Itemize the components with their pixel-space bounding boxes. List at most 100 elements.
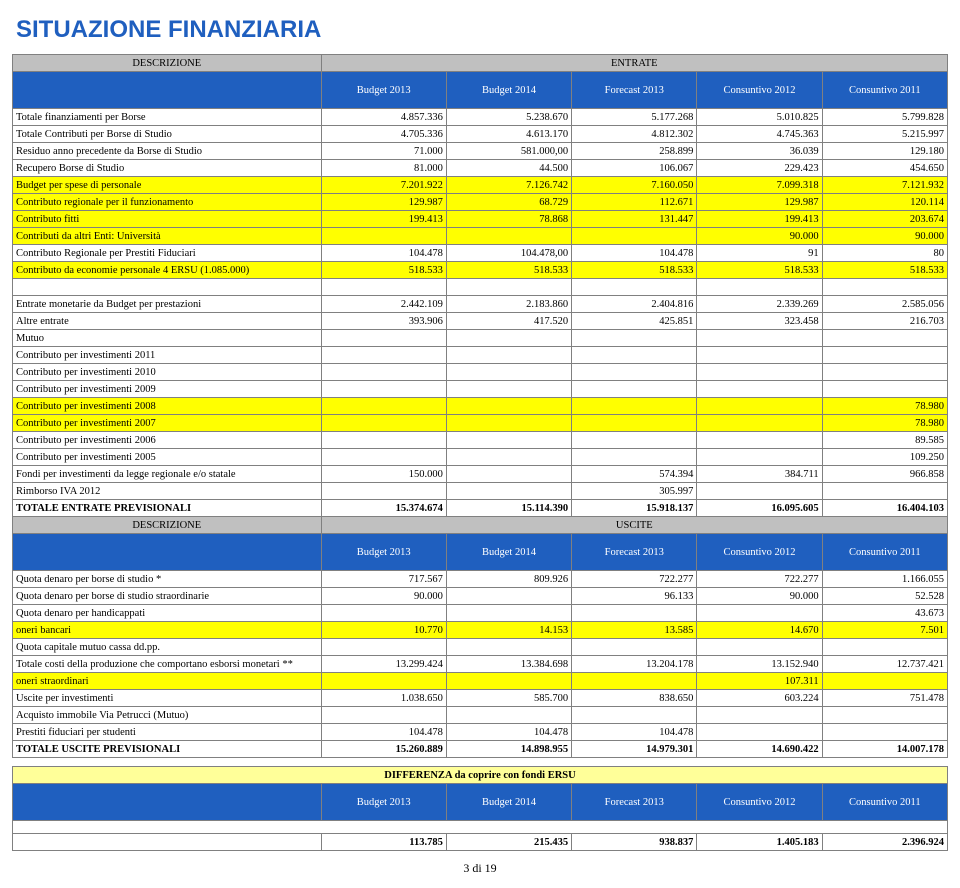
uscite-cell: 96.133 bbox=[572, 588, 697, 605]
entrate-row: Contributo fitti199.41378.868131.447199.… bbox=[13, 211, 948, 228]
uscite-cell: 13.204.178 bbox=[572, 656, 697, 673]
uscite-cell bbox=[697, 707, 822, 724]
entrate-desc: Fondi per investimenti da legge regional… bbox=[13, 466, 322, 483]
entrate-cell bbox=[321, 449, 446, 466]
entrate-cell bbox=[446, 415, 571, 432]
entrate-cell bbox=[572, 381, 697, 398]
uscite-cell bbox=[321, 707, 446, 724]
uscite-row: oneri straordinari107.311 bbox=[13, 673, 948, 690]
header-col1-2: Budget 2013 bbox=[321, 534, 446, 571]
uscite-desc: Acquisto immobile Via Petrucci (Mutuo) bbox=[13, 707, 322, 724]
entrate-row: Totale finanziamenti per Borse4.857.3365… bbox=[13, 109, 948, 126]
entrate-cell: 229.423 bbox=[697, 160, 822, 177]
entrate-cell: 216.703 bbox=[822, 313, 947, 330]
uscite-cell bbox=[446, 639, 571, 656]
entrate-cell bbox=[321, 381, 446, 398]
entrate-desc: Contributo Regionale per Prestiti Fiduci… bbox=[13, 245, 322, 262]
entrate-cell: 150.000 bbox=[321, 466, 446, 483]
entrate-cell: 109.250 bbox=[822, 449, 947, 466]
entrate-cell: 71.000 bbox=[321, 143, 446, 160]
uscite-cell: 107.311 bbox=[697, 673, 822, 690]
entrate-desc bbox=[13, 279, 322, 296]
entrate-desc: Contributo per investimenti 2007 bbox=[13, 415, 322, 432]
entrate-cell: 425.851 bbox=[572, 313, 697, 330]
financial-table: DESCRIZIONE ENTRATE Budget 2013 Budget 2… bbox=[12, 54, 948, 851]
header-row-2: Budget 2013 Budget 2014 Forecast 2013 Co… bbox=[13, 72, 948, 109]
entrate-cell: 15.918.137 bbox=[572, 500, 697, 517]
header-col1: Budget 2013 bbox=[321, 72, 446, 109]
entrate-cell: 5.177.268 bbox=[572, 109, 697, 126]
uscite-cell: 14.690.422 bbox=[697, 741, 822, 758]
entrate-cell: 78.868 bbox=[446, 211, 571, 228]
uscite-cell: 52.528 bbox=[822, 588, 947, 605]
entrate-cell bbox=[446, 466, 571, 483]
entrate-cell: 131.447 bbox=[572, 211, 697, 228]
entrate-cell: 384.711 bbox=[697, 466, 822, 483]
uscite-cell bbox=[572, 639, 697, 656]
entrate-cell bbox=[697, 415, 822, 432]
entrate-row: Contributo per investimenti 2010 bbox=[13, 364, 948, 381]
header-uscite: USCITE bbox=[321, 517, 947, 534]
entrate-row: Contributo regionale per il funzionament… bbox=[13, 194, 948, 211]
entrate-desc: Residuo anno precedente da Borse di Stud… bbox=[13, 143, 322, 160]
diff-header-row: DIFFERENZA da coprire con fondi ERSU bbox=[13, 767, 948, 784]
diff-col4: Consuntivo 2012 bbox=[697, 784, 822, 821]
header-col4: Consuntivo 2012 bbox=[697, 72, 822, 109]
entrate-desc: Contributo fitti bbox=[13, 211, 322, 228]
entrate-cell: 393.906 bbox=[321, 313, 446, 330]
uscite-cell: 104.478 bbox=[572, 724, 697, 741]
entrate-cell bbox=[572, 364, 697, 381]
header-blank bbox=[13, 72, 322, 109]
uscite-desc: Prestiti fiduciari per studenti bbox=[13, 724, 322, 741]
uscite-cell: 13.585 bbox=[572, 622, 697, 639]
entrate-cell: 16.095.605 bbox=[697, 500, 822, 517]
uscite-cell: 13.299.424 bbox=[321, 656, 446, 673]
header-col2-2: Budget 2014 bbox=[446, 534, 571, 571]
uscite-desc: Uscite per investimenti bbox=[13, 690, 322, 707]
entrate-row: Entrate monetarie da Budget per prestazi… bbox=[13, 296, 948, 313]
entrate-desc: Contributo per investimenti 2009 bbox=[13, 381, 322, 398]
uscite-row: TOTALE USCITE PREVISIONALI15.260.88914.8… bbox=[13, 741, 948, 758]
entrate-desc: Contributo per investimenti 2010 bbox=[13, 364, 322, 381]
uscite-cell bbox=[697, 724, 822, 741]
uscite-cell bbox=[822, 707, 947, 724]
entrate-cell: 104.478 bbox=[572, 245, 697, 262]
uscite-cell: 838.650 bbox=[572, 690, 697, 707]
uscite-desc: Quota denaro per handicappati bbox=[13, 605, 322, 622]
uscite-row: Acquisto immobile Via Petrucci (Mutuo) bbox=[13, 707, 948, 724]
entrate-cell bbox=[321, 432, 446, 449]
diff-desc-cell bbox=[13, 834, 322, 851]
entrate-cell bbox=[572, 432, 697, 449]
header-descrizione: DESCRIZIONE bbox=[13, 55, 322, 72]
entrate-cell: 199.413 bbox=[697, 211, 822, 228]
entrate-cell: 5.215.997 bbox=[822, 126, 947, 143]
entrate-cell: 129.180 bbox=[822, 143, 947, 160]
entrate-cell bbox=[446, 347, 571, 364]
entrate-cell: 104.478,00 bbox=[446, 245, 571, 262]
uscite-row: Quota denaro per borse di studio straord… bbox=[13, 588, 948, 605]
entrate-desc: Rimborso IVA 2012 bbox=[13, 483, 322, 500]
entrate-cell: 15.114.390 bbox=[446, 500, 571, 517]
entrate-cell bbox=[697, 398, 822, 415]
uscite-cell bbox=[321, 673, 446, 690]
uscite-cell bbox=[446, 707, 571, 724]
header-col5-2: Consuntivo 2011 bbox=[822, 534, 947, 571]
entrate-desc: Mutuo bbox=[13, 330, 322, 347]
entrate-cell: 78.980 bbox=[822, 415, 947, 432]
entrate-cell: 518.533 bbox=[822, 262, 947, 279]
uscite-cell: 585.700 bbox=[446, 690, 571, 707]
uscite-cell: 1.038.650 bbox=[321, 690, 446, 707]
entrate-cell bbox=[697, 347, 822, 364]
entrate-cell bbox=[572, 449, 697, 466]
entrate-cell: 16.404.103 bbox=[822, 500, 947, 517]
page-footer: 3 di 19 bbox=[12, 861, 948, 876]
uscite-row: Uscite per investimenti1.038.650585.7008… bbox=[13, 690, 948, 707]
entrate-cell bbox=[321, 398, 446, 415]
header-col5: Consuntivo 2011 bbox=[822, 72, 947, 109]
entrate-cell bbox=[822, 381, 947, 398]
diff-v3: 938.837 bbox=[572, 834, 697, 851]
uscite-cell bbox=[321, 639, 446, 656]
entrate-cell bbox=[321, 279, 446, 296]
uscite-cell: 722.277 bbox=[697, 571, 822, 588]
uscite-cell: 13.384.698 bbox=[446, 656, 571, 673]
